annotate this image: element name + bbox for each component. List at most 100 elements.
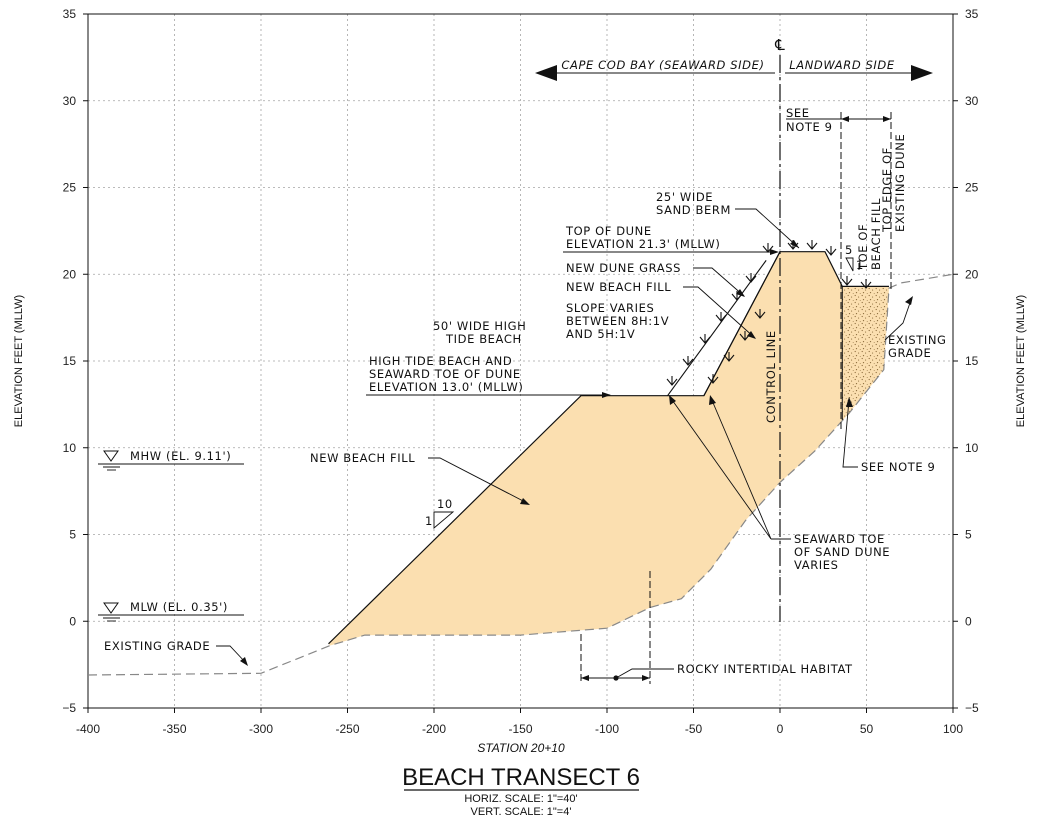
slope-5-label: 5 [845,243,853,257]
grass-arrow [825,246,837,256]
mlw-label: MLW (EL. 0.35') [130,600,228,614]
slope-1-right-label: 1 [856,258,864,272]
dune-grass-leader [693,267,745,297]
new-beach-fill-upper-label: NEW BEACH FILL [566,280,671,294]
y-tick-label-right: 5 [965,528,972,542]
existing-grade-right-label-2: GRADE [888,346,931,360]
grass-arrow [762,243,774,253]
horizontal-scale: HORIZ. SCALE: 1"=40' [464,793,577,805]
seaward-side-label: CAPE COD BAY (SEAWARD SIDE) [561,58,764,72]
toe-of-beach-fill-label-2: BEACH FILL [869,198,883,270]
slope-triangle-left [433,511,455,529]
rocky-habitat-label: ROCKY INTERTIDAL HABITAT [677,662,853,676]
sand-berm-label-1: 25' WIDE [656,190,713,204]
new-beach-fill-main-label: NEW BEACH FILL [310,451,415,465]
centerline-symbol: ℄ [774,37,785,54]
y-tick-label-right: 35 [965,7,979,21]
grass-arrow [666,376,678,386]
y-tick-label-left: 0 [69,614,76,628]
seaward-toe-dune-label-2: SEAWARD TOE OF DUNE [369,367,521,381]
top-edge-existing-dune-label-2: EXISTING DUNE [893,134,907,232]
slope-triangle-right [845,257,854,272]
mlw-marker [98,602,244,622]
toe-of-beach-fill-label-1: TOE OF [856,224,870,271]
sand-berm-label-2: SAND BERM [656,203,731,217]
y-tick-label-left: 5 [69,528,76,542]
x-tick-label: 100 [943,722,963,736]
top-of-dune-label-1: TOP OF DUNE [565,224,652,238]
x-tick-label: -100 [595,722,619,736]
grass-arrow [787,240,799,250]
y-tick-label-left: 30 [63,94,77,108]
existing-grade-line [87,273,954,676]
seaward-toe-leaders [669,395,791,540]
dune-outer-face [667,260,767,397]
header-arrows [535,65,933,81]
y-tick-label-left: 10 [63,441,77,455]
seaward-toe-dune-label-3: ELEVATION 13.0' (MLLW) [369,380,523,394]
y-tick-label-left: 20 [63,267,77,281]
existing-grade-right-label-1: EXISTING [888,333,947,347]
high-tide-beach-label-1: 50' WIDE HIGH [433,319,526,333]
sand-berm-leader [735,208,800,249]
seaward-toe-sand-dune-label-2: OF SAND DUNE [794,545,890,559]
slope-varies-label-3: AND 5H:1V [566,327,635,341]
new-dune-grass-label: NEW DUNE GRASS [566,261,681,275]
stipple-fill-area [842,286,889,422]
grass-arrow [806,240,818,250]
y-tick-label-right: 10 [965,441,979,455]
existing-grade-left-label: EXISTING GRADE [104,639,210,653]
grass-arrow [754,309,766,319]
vertical-scale: VERT. SCALE: 1"=4' [471,806,572,818]
grass-arrow [682,356,694,366]
see-note-9-top-line1: SEE [786,106,810,120]
x-tick-label: -250 [335,722,359,736]
slope-10-label: 10 [437,497,453,511]
slope-varies-label-1: SLOPE VARIES [566,301,654,315]
x-tick-label: 0 [777,722,784,736]
existing-grade-left-leader [216,645,247,664]
x-tick-label: -300 [249,722,273,736]
mhw-label: MHW (EL. 9.11') [130,449,231,463]
y-tick-label-right: 25 [965,181,979,195]
x-tick-label: -200 [422,722,446,736]
x-axis-ticks: -400 -350 -300 -250 -200 -150 -100 -50 0 50 100 [76,722,963,736]
dune-grass-arrows [666,240,872,386]
x-tick-label: -150 [508,722,532,736]
top-of-dune-label-2: ELEVATION 21.3' (MLLW) [566,237,720,251]
y-tick-label-left: −5 [62,701,76,715]
x-tick-label: 50 [860,722,874,736]
y-tick-label-left: 15 [63,354,77,368]
grass-arrow [699,334,711,344]
x-tick-label: -50 [685,722,703,736]
grass-arrow [739,331,751,341]
y-axis-right-ticks: 35 30 25 20 15 10 5 0 −5 [965,7,979,715]
existing-grade-right-leader [884,299,912,341]
grass-arrow [841,276,853,286]
top-edge-existing-dune-label-1: TOP EDGE OF [880,147,894,233]
y-axis-right-title: ELEVATION FEET (MLLW) [1015,295,1027,427]
new-beach-fill-area [328,251,889,646]
see-note-9-top-line2: NOTE 9 [786,120,833,134]
high-tide-beach-label-2: TIDE BEACH [445,332,522,346]
seaward-toe-sand-dune-label-1: SEAWARD TOE [794,532,885,546]
x-tick-label: -350 [162,722,186,736]
rocky-habitat-dimension [580,571,674,684]
mhw-marker [98,450,244,471]
beach-fill-upper-leader [683,286,756,339]
grass-arrow [715,312,727,322]
seaward-toe-sand-dune-label-3: VARIES [794,558,839,572]
control-line-label: CONTROL LINE [764,330,778,423]
y-tick-label-right: 30 [965,94,979,108]
slope-1-left-label: 1 [425,514,433,528]
y-axis-left-title: ELEVATION FEET (MLLW) [13,295,25,427]
slope-varies-label-2: BETWEEN 8H:1V [566,314,669,328]
y-tick-label-right: 20 [965,267,979,281]
grass-arrow [723,352,735,362]
drawing-title: BEACH TRANSECT 6 [402,764,640,791]
y-tick-label-left: 25 [63,181,77,195]
beach-fill-main-leader [428,457,528,504]
grass-arrow [860,279,872,289]
